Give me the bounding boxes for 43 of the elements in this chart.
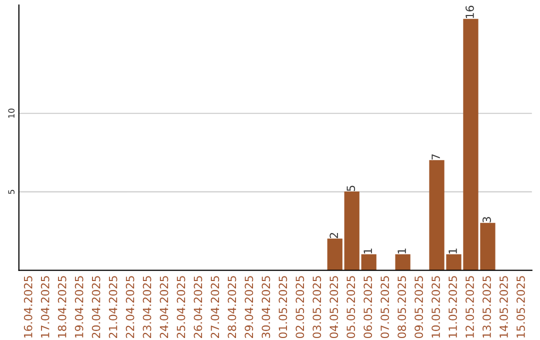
data-label: 1 <box>398 248 406 254</box>
data-label: 5 <box>346 186 356 191</box>
y-tick-label: 10 <box>8 108 15 118</box>
x-tick-label: 07.05.2025 <box>380 276 390 338</box>
x-tick-label: 05.05.2025 <box>346 276 356 338</box>
x-tick-label: 22.04.2025 <box>126 276 134 338</box>
x-tick-label: 19.04.2025 <box>74 276 84 338</box>
x-tick-label: 08.05.2025 <box>398 276 406 338</box>
data-label: 1 <box>364 248 372 254</box>
x-tick-label: 24.04.2025 <box>160 276 168 338</box>
x-tick-label: 10.05.2025 <box>432 276 440 338</box>
x-tick-label: 03.05.2025 <box>312 276 322 338</box>
x-tick-label: 09.05.2025 <box>414 276 424 338</box>
x-tick-label: 13.05.2025 <box>482 276 491 338</box>
x-tick-label: 26.04.2025 <box>194 276 202 338</box>
x-tick-label: 25.04.2025 <box>176 276 186 338</box>
x-tick-label: 01.05.2025 <box>278 276 288 338</box>
x-tick-label: 27.04.2025 <box>210 276 220 338</box>
x-tick-label: 04.05.2025 <box>330 276 338 338</box>
x-tick-label: 15.05.2025 <box>516 276 525 338</box>
data-label: 7 <box>432 154 440 160</box>
x-tick-label: 28.04.2025 <box>228 276 236 338</box>
x-tick-label: 17.04.2025 <box>40 276 50 338</box>
bar <box>327 238 342 270</box>
x-tick-label: 06.05.2025 <box>364 276 372 338</box>
x-tick-label: 02.05.2025 <box>296 276 304 338</box>
data-label: 3 <box>482 217 491 222</box>
x-tick-label: 11.05.2025 <box>448 276 457 338</box>
bar <box>361 254 376 270</box>
x-tick-label: 21.04.2025 <box>108 276 118 338</box>
x-tick-label: 30.04.2025 <box>262 276 270 338</box>
x-tick-label: 16.04.2025 <box>24 276 32 338</box>
data-label: 16 <box>466 6 474 18</box>
x-tick-label: 12.05.2025 <box>466 276 474 338</box>
x-tick-label: 14.05.2025 <box>500 276 508 338</box>
x-tick-label: 29.04.2025 <box>244 276 254 338</box>
bar <box>344 191 360 270</box>
x-tick-label: 18.04.2025 <box>58 276 66 338</box>
x-tick-label: 20.04.2025 <box>92 276 100 338</box>
data-label: 1 <box>448 248 457 254</box>
data-label: 2 <box>330 232 338 238</box>
x-tick-label: 23.04.2025 <box>142 276 152 338</box>
bar <box>395 254 410 270</box>
